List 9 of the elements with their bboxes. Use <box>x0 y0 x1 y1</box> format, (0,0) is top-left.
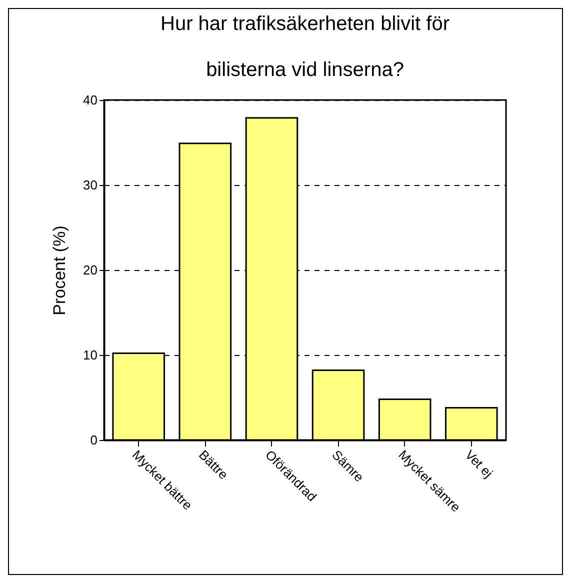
y-tick-label: 0 <box>90 432 98 448</box>
y-tick-label: 10 <box>83 348 98 362</box>
y-tick-label: 30 <box>83 178 98 192</box>
y-axis-title: Procent (%) <box>50 226 70 316</box>
text: Hur har trafiksäkerheten blivit för <box>160 13 450 35</box>
text: bilisterna vid linserna? <box>206 59 404 81</box>
x-tick-label: Vet ej <box>462 447 496 481</box>
y-tick-label: 40 <box>83 92 98 108</box>
y-tick-label: 20 <box>83 262 98 278</box>
